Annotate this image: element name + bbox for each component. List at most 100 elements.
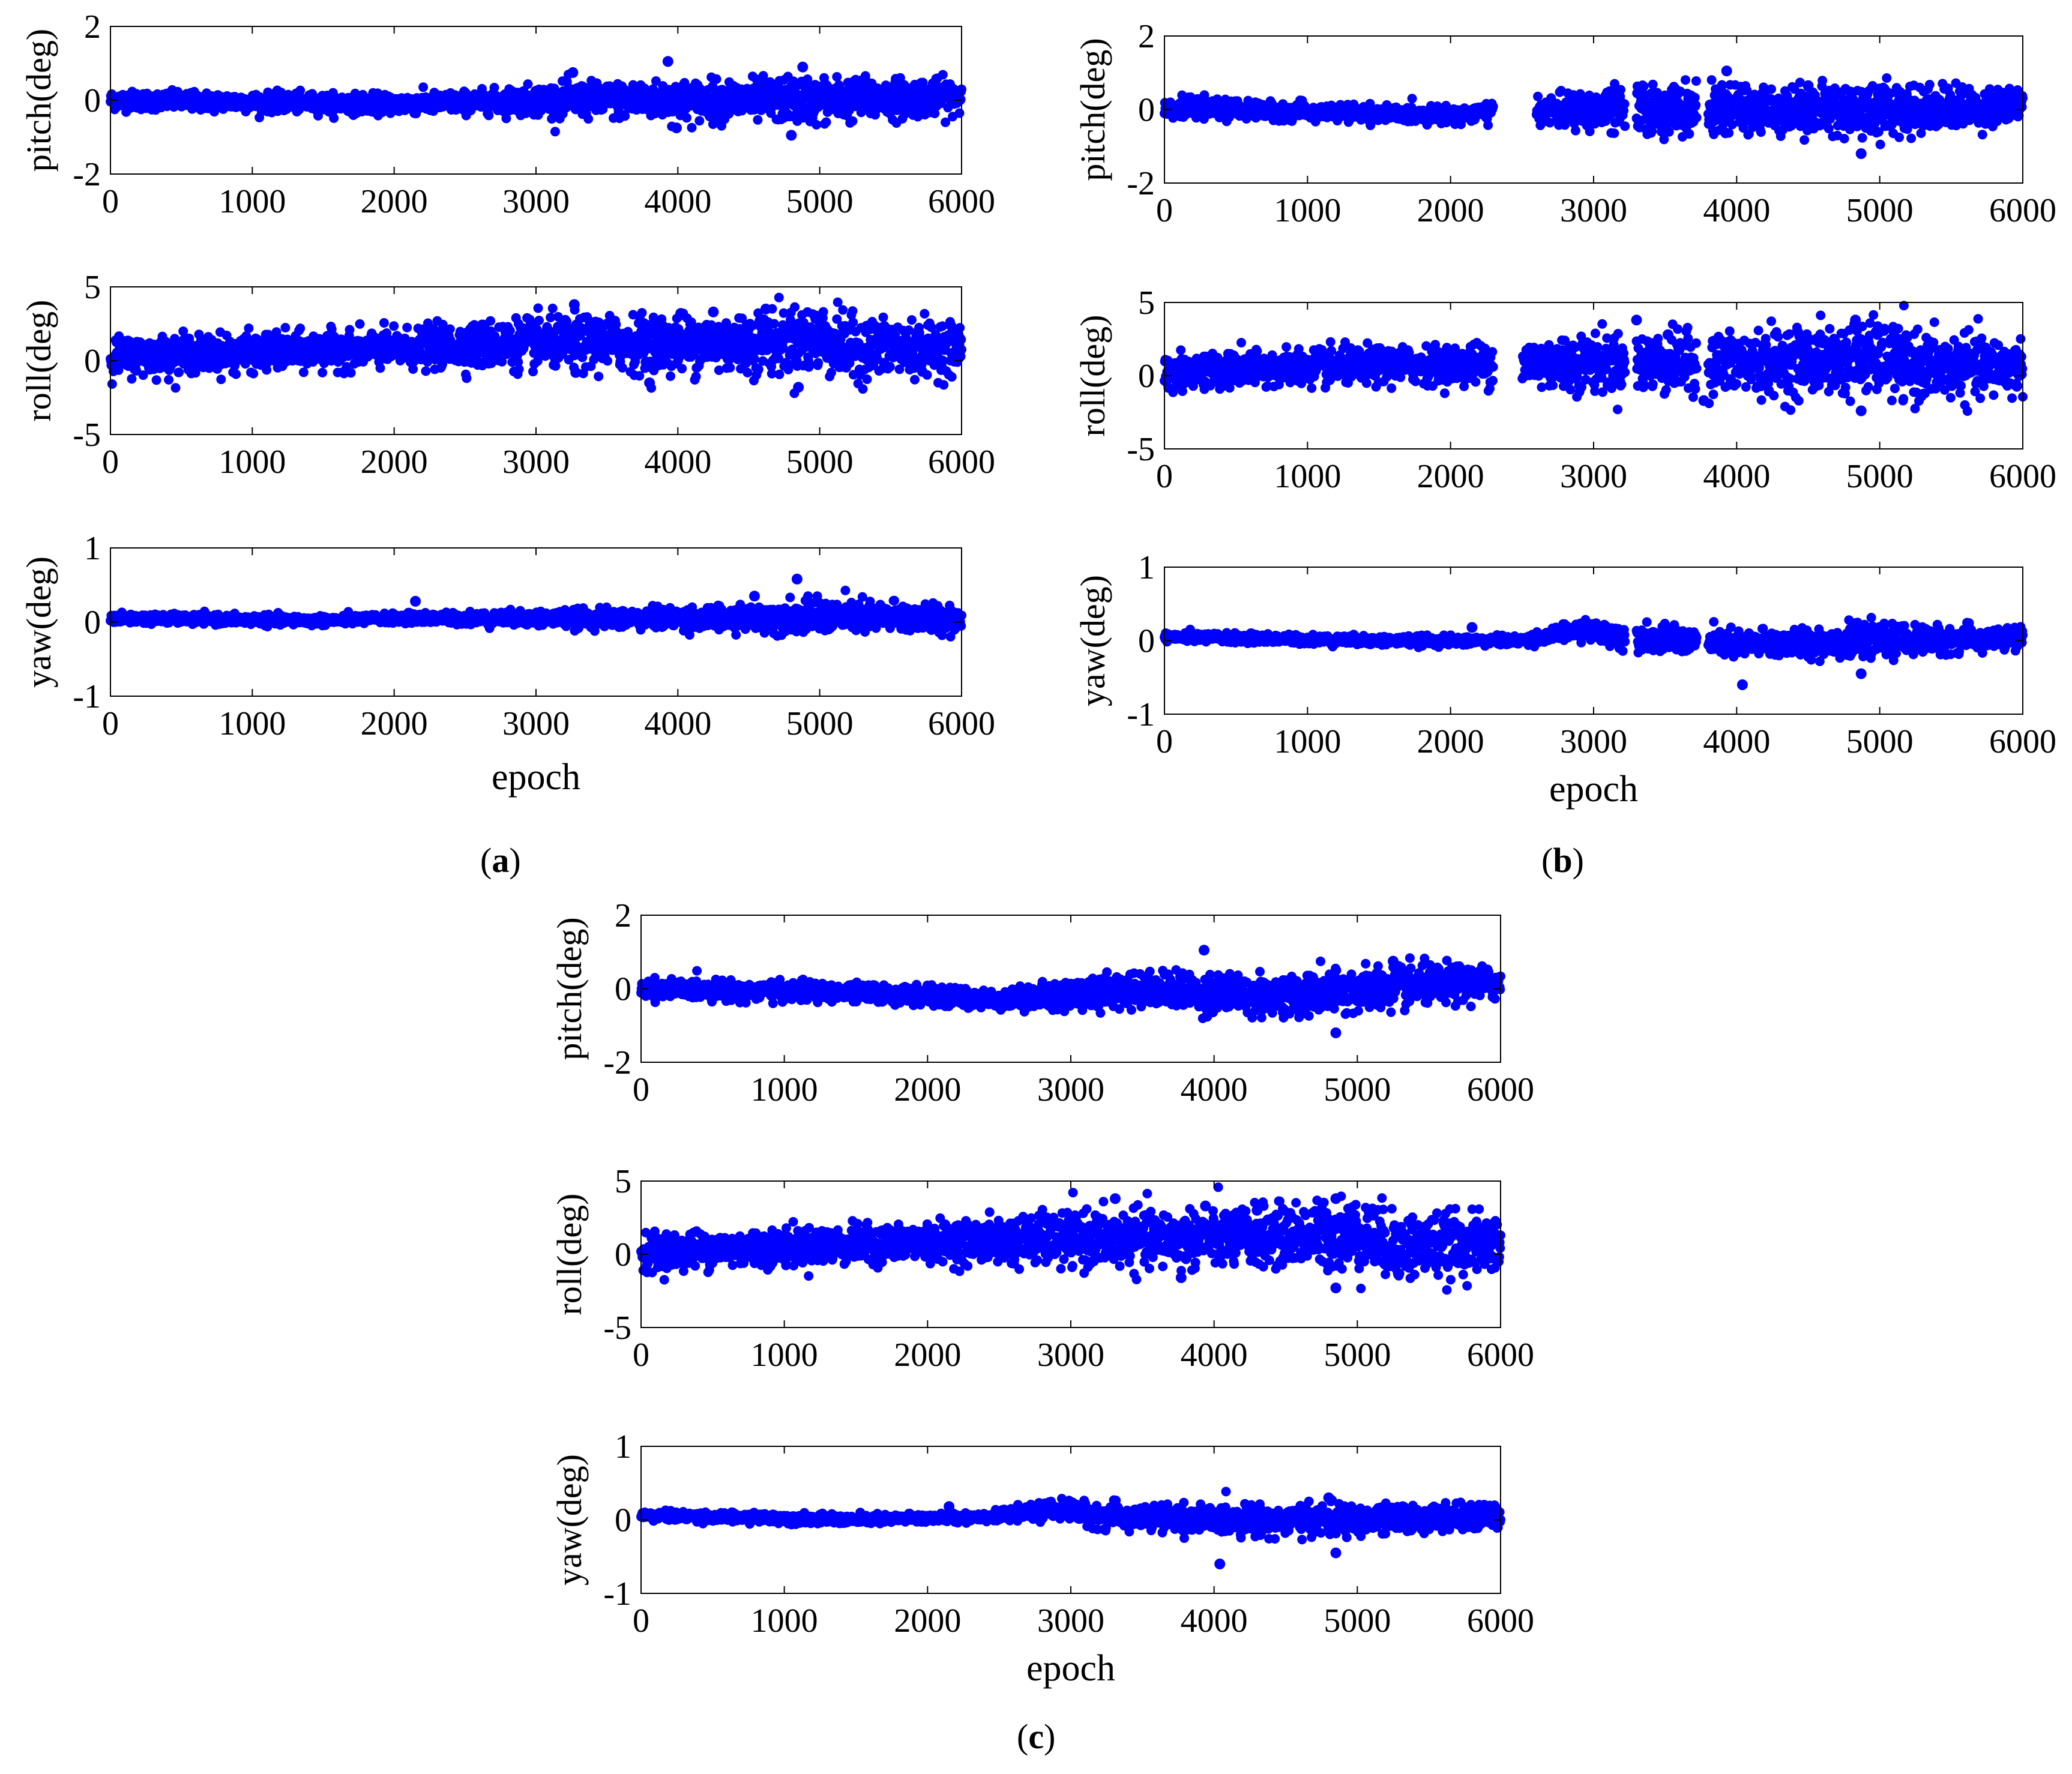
series-points [106,56,966,141]
y-tick-label: 5 [84,269,101,306]
data-point [379,318,389,328]
data-point [821,117,831,127]
data-point [151,375,161,385]
data-point [421,366,431,376]
data-point [954,108,965,118]
y-axis-label: pitch(deg) [19,29,58,172]
data-point [687,122,697,133]
y-axis-label: roll(deg) [19,300,58,422]
data-point [346,368,356,378]
data-point [418,82,429,92]
data-point [170,383,181,393]
data-point [812,119,822,130]
data-point [938,70,948,80]
data-point [583,114,594,124]
data-point [318,367,328,377]
x-tick-label: 1000 [218,444,286,481]
data-point [694,116,705,126]
data-point [603,356,613,366]
outlier-point [568,299,580,310]
data-point [947,372,957,382]
data-point [280,323,291,332]
outlier-point [797,61,809,73]
data-point [248,368,259,379]
outlier-point [786,130,797,141]
data-point [244,323,254,333]
outlier-point [567,67,579,78]
data-point [523,79,533,89]
data-point [922,370,932,380]
data-point [295,323,306,334]
y-tick-label: 0 [84,82,101,119]
data-point [402,322,412,332]
outlier-point [662,56,673,67]
data-point [832,72,842,82]
data-point [547,303,558,313]
x-tick-label: 4000 [644,444,711,481]
data-point [534,316,544,325]
x-tick-label: 4000 [644,183,711,220]
data-point [848,306,858,316]
data-point [677,364,687,374]
data-point [769,319,779,329]
data-point [790,302,800,312]
data-point [749,353,759,364]
x-tick-label: 6000 [928,444,995,481]
data-point [774,369,785,379]
x-tick-label: 2000 [361,444,428,481]
data-point [445,324,455,334]
data-point [813,358,824,368]
data-point [489,83,499,92]
data-point [753,115,763,125]
outlier-point [671,122,682,134]
outlier-point [708,306,719,317]
data-point [682,113,691,123]
data-point [753,364,763,374]
data-point [174,367,184,377]
data-point [774,292,784,302]
outlier-point [570,367,582,378]
data-point [107,379,117,389]
data-point [345,325,355,335]
data-point [955,323,965,333]
series-points [106,573,966,642]
data-point [127,374,137,384]
data-point [514,364,524,374]
x-tick-label: 0 [102,444,119,481]
data-point [329,113,339,123]
x-tick-label: 5000 [786,444,854,481]
data-point [298,367,309,377]
data-point [907,315,917,325]
data-point [486,316,496,326]
data-point [711,74,721,84]
panel-a: 0 1000 2000 3000 4000 5000 6000-202pitch(deg)0… [19,8,995,798]
outlier-point [675,308,687,319]
x-tick-label: 6000 [928,183,995,220]
data-point [848,317,858,328]
data-point [742,367,753,377]
data-point [725,362,735,373]
data-point [231,369,241,379]
data-point [818,307,828,317]
data-point [375,363,385,373]
data-point [838,305,848,315]
data-point [804,359,815,369]
data-point [164,374,174,385]
data-point [878,312,888,322]
data-point [885,362,895,372]
y-tick-label: 0 [84,343,101,380]
x-tick-label: 0 [102,183,119,220]
x-tick-label: 3000 [502,444,570,481]
y-tick-label: -2 [73,156,101,193]
data-point [848,116,858,126]
data-point [594,371,604,382]
data-point [533,303,543,313]
data-point [216,374,226,385]
data-point [637,308,647,318]
series-points [106,292,966,398]
data-point [910,374,920,385]
